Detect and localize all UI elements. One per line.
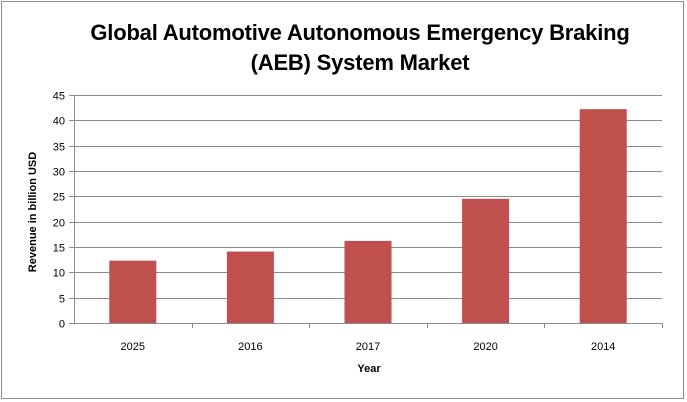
x-tick-label-2016: 2016 <box>238 341 262 353</box>
x-tick-label-2020: 2020 <box>473 341 497 353</box>
y-tick-label-25: 25 <box>53 192 65 204</box>
bar-2014 <box>579 109 627 323</box>
chart-title-line-2: (AEB) System Market <box>250 50 470 75</box>
chart-title: Global Automotive Autonomous Emergency B… <box>60 18 660 78</box>
x-tick-label-2025: 2025 <box>121 341 145 353</box>
y-tick-label-5: 5 <box>59 294 65 306</box>
y-tick-label-15: 15 <box>53 243 65 255</box>
x-tick-label-2014: 2014 <box>591 341 615 353</box>
bar-2020 <box>462 198 510 323</box>
y-tick-label-35: 35 <box>53 142 65 154</box>
chart-title-line-1: Global Automotive Autonomous Emergency B… <box>90 20 630 45</box>
x-tick-label-2017: 2017 <box>356 341 380 353</box>
bar-2017 <box>344 240 392 323</box>
y-tick-label-20: 20 <box>53 218 65 230</box>
bar-2016 <box>226 251 274 323</box>
y-tick-label-45: 45 <box>53 91 65 103</box>
y-tick-label-0: 0 <box>59 319 65 331</box>
bar-2025 <box>109 260 157 323</box>
x-axis-label: Year <box>357 363 381 375</box>
y-tick-label-10: 10 <box>53 268 65 280</box>
y-tick-label-30: 30 <box>53 167 65 179</box>
y-tick-label-40: 40 <box>53 116 65 128</box>
y-axis-label: Revenue in billion USD <box>27 151 39 273</box>
